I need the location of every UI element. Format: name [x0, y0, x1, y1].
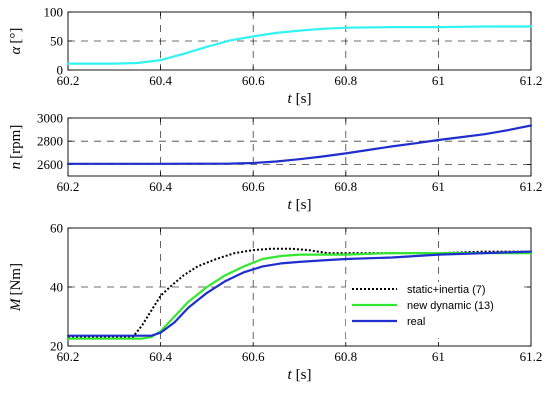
subplot-2: 60.2 60.4 60.6 60.8 61 61.2 2600 2800 3000 t [s] n […	[8, 111, 542, 214]
x-axis-unit: [s]	[296, 91, 312, 107]
y-tick-label: 50	[50, 34, 63, 49]
x-axis-unit: [s]	[296, 197, 312, 213]
legend-label-2: new dynamic (13)	[407, 300, 494, 312]
x-tick-label: 61.2	[520, 73, 543, 88]
x-tick-label: 60.6	[242, 179, 265, 194]
y-axis-symbol: M	[8, 297, 24, 312]
y-axis-unit: [°]	[8, 28, 24, 44]
y-axis-symbol: n	[8, 162, 24, 170]
y-tick-label: 60	[50, 221, 63, 236]
x-tick-label: 61	[432, 179, 445, 194]
series-line-3	[66, 250, 533, 337]
x-tick-label: 61.2	[520, 349, 543, 364]
y-axis-unit: [rpm]	[8, 125, 24, 159]
x-axis-symbol: t	[288, 367, 293, 383]
y-axis-label: α[°]	[8, 28, 24, 55]
plot-frame	[67, 117, 532, 177]
x-tick-label: 60.6	[242, 349, 265, 364]
y-tick-label: 20	[50, 339, 63, 354]
x-tick-label: 61	[432, 73, 445, 88]
y-axis-symbol: α	[8, 45, 24, 54]
y-axis-label: n [rpm]	[8, 125, 24, 170]
legend-label-3: real	[407, 316, 425, 328]
legend: static+inertia (7) new dynamic (13) real	[346, 282, 524, 338]
x-axis-unit: [s]	[296, 367, 312, 383]
y-axis-label: M[Nm]	[8, 263, 24, 312]
x-tick-label: 60.2	[57, 179, 80, 194]
x-axis-symbol: t	[288, 197, 293, 213]
y-tick-label: 3000	[37, 111, 63, 126]
x-axis-label: t [s]	[288, 91, 312, 107]
x-tick-label: 60.6	[242, 73, 265, 88]
subplot-3: 60.2 60.4 60.6 60.8 61 61.2 20 40 60 t [s] M[Nm] sta…	[8, 221, 542, 384]
x-tick-label: 60.4	[149, 179, 172, 194]
x-tick-label: 61	[432, 349, 445, 364]
y-tick-label: 100	[44, 5, 64, 20]
x-tick-label: 60.2	[57, 73, 80, 88]
y-tick-label: 2800	[37, 134, 63, 149]
x-tick-label: 60.8	[334, 179, 357, 194]
y-tick-label: 40	[50, 280, 63, 295]
series-line-1	[66, 124, 533, 165]
x-tick-label: 60.4	[149, 349, 172, 364]
x-tick-label: 60.4	[149, 73, 172, 88]
x-axis-label: t [s]	[288, 367, 312, 383]
x-tick-label: 60.2	[57, 349, 80, 364]
legend-box	[346, 282, 524, 338]
y-axis-unit: [Nm]	[8, 263, 24, 296]
subplot-1: 60.2 60.4 60.6 60.8 61 61.2 0 50 100 t [s] α[°]	[8, 5, 542, 108]
legend-label-1: static+inertia (7)	[407, 284, 486, 296]
y-tick-label: 2600	[37, 157, 63, 172]
x-axis-symbol: t	[288, 91, 293, 107]
series-line-1	[66, 25, 533, 65]
y-tick-label: 0	[57, 63, 64, 78]
x-tick-label: 60.8	[334, 73, 357, 88]
x-tick-label: 60.8	[334, 349, 357, 364]
x-tick-label: 61.2	[520, 179, 543, 194]
x-axis-label: t [s]	[288, 197, 312, 213]
